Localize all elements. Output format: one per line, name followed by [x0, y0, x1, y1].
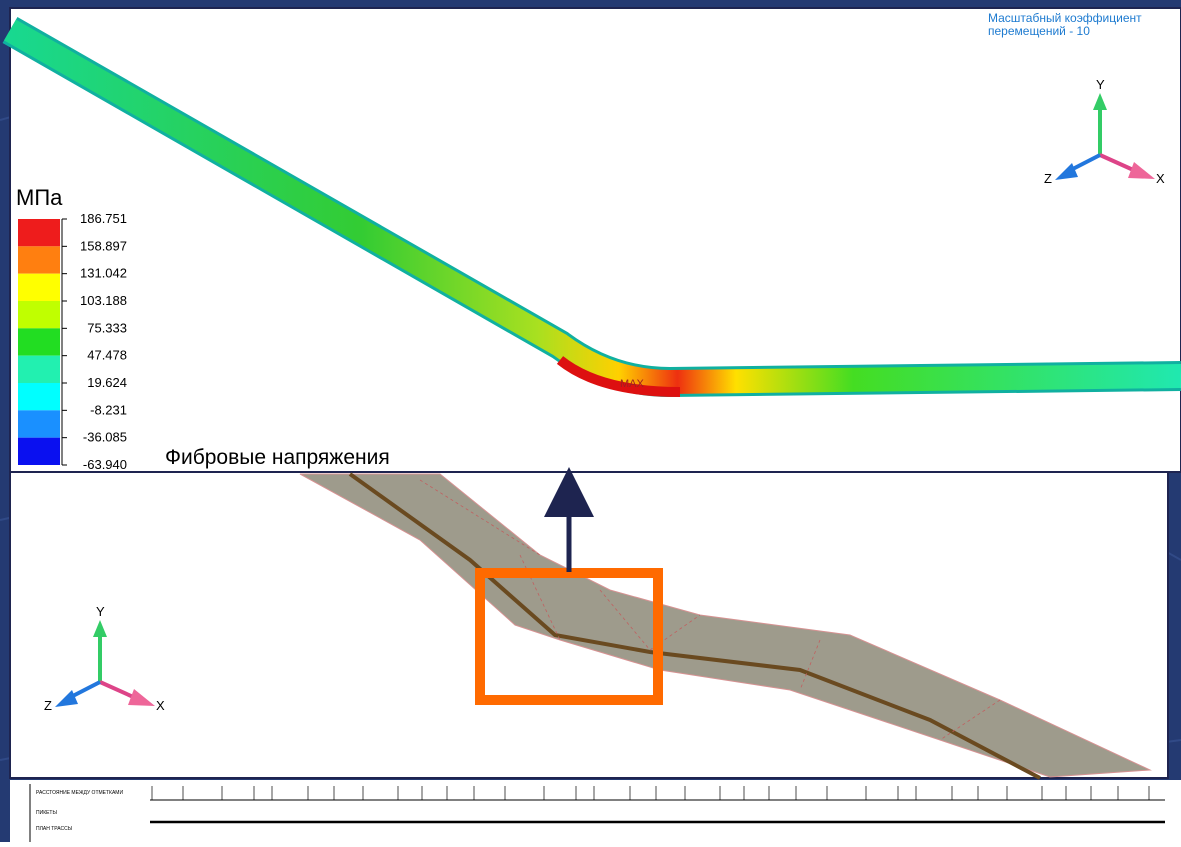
row-label: ПЛАН ТРАССЫ [36, 826, 73, 832]
scale-note: перемещений - 10 [988, 24, 1090, 38]
axis-label: Y [96, 604, 105, 619]
legend-swatch [18, 219, 60, 246]
legend-label: 103.188 [80, 293, 127, 308]
legend-label: -36.085 [83, 430, 127, 445]
legend-label: 75.333 [87, 320, 127, 335]
max-marker: MAX [620, 378, 645, 390]
legend-swatch [18, 356, 60, 383]
legend-swatch [18, 410, 60, 437]
row-label: ПИКЕТЫ [36, 810, 57, 816]
legend-swatch [18, 301, 60, 328]
row-label: РАССТОЯНИЕ МЕЖДУ ОТМЕТКАМИ [36, 790, 123, 796]
legend-label: 131.042 [80, 266, 127, 281]
axis-label: Z [1044, 171, 1052, 186]
axis-label: Z [44, 698, 52, 713]
legend-label: 158.897 [80, 238, 127, 253]
unit: МПа [16, 185, 63, 210]
legend-label: 186.751 [80, 211, 127, 226]
legend-swatch [18, 246, 60, 273]
legend-swatch [18, 328, 60, 355]
legend-swatch [18, 438, 60, 465]
legend-label: -8.231 [90, 402, 127, 417]
caption: Фибровые напряжения [165, 446, 390, 469]
stress-panel [10, 8, 1181, 472]
legend-label: 47.478 [87, 348, 127, 363]
legend-swatch [18, 274, 60, 301]
scale-note: Масштабный коэффициент [988, 11, 1142, 25]
axis-label: X [156, 698, 165, 713]
legend-swatch [18, 383, 60, 410]
screenshot: MAX Масштабный коэффициент перемещений -… [0, 0, 1181, 842]
legend-label: 19.624 [87, 375, 127, 390]
axis-label: Y [1096, 77, 1105, 92]
legend-label: -63.940 [83, 457, 127, 472]
profile-strip [10, 780, 1181, 842]
page: {"top_panel": { "scale_note": ["Масштабн… [0, 0, 1181, 842]
axis-label: X [1156, 171, 1165, 186]
